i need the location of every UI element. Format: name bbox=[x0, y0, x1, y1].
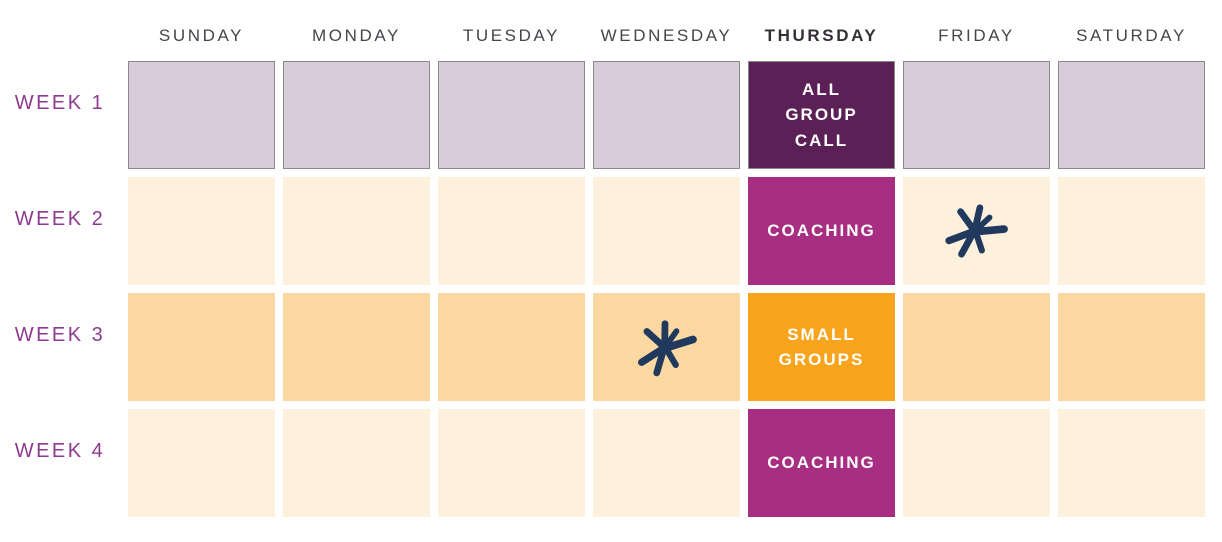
cell-week3-wednesday-marked bbox=[593, 293, 740, 401]
day-header-sunday: SUNDAY bbox=[158, 26, 245, 45]
cell-week1-saturday bbox=[1058, 61, 1205, 169]
week-label-3: WEEK 3 bbox=[14, 323, 106, 346]
day-header-wednesday: WEDNESDAY bbox=[600, 26, 733, 45]
cell-week2-thursday-coaching: COACHING bbox=[748, 177, 895, 285]
cell-week1-friday bbox=[903, 61, 1050, 169]
cell-week1-monday bbox=[283, 61, 430, 169]
cell-week3-tuesday bbox=[438, 293, 585, 401]
cell-week4-monday bbox=[283, 409, 430, 517]
day-header-friday: FRIDAY bbox=[938, 26, 1015, 45]
cell-week2-friday-marked bbox=[903, 177, 1050, 285]
asterisk-icon bbox=[944, 204, 1008, 258]
cell-week4-saturday bbox=[1058, 409, 1205, 517]
cell-week3-monday bbox=[283, 293, 430, 401]
cell-week4-thursday-coaching: COACHING bbox=[748, 409, 895, 517]
cell-week2-saturday bbox=[1058, 177, 1205, 285]
cell-week1-thursday-all-group-call: ALL GROUP CALL bbox=[748, 61, 895, 169]
week-label-1: WEEK 1 bbox=[14, 91, 106, 114]
cell-week2-monday bbox=[283, 177, 430, 285]
cell-week2-sunday bbox=[128, 177, 275, 285]
cell-week2-tuesday bbox=[438, 177, 585, 285]
asterisk-icon bbox=[637, 320, 697, 377]
cell-week3-friday bbox=[903, 293, 1050, 401]
event-label: SMALL GROUPS bbox=[778, 324, 865, 370]
cell-week4-tuesday bbox=[438, 409, 585, 517]
event-label: ALL GROUP CALL bbox=[785, 79, 858, 150]
cell-week1-wednesday bbox=[593, 61, 740, 169]
cell-week4-sunday bbox=[128, 409, 275, 517]
cell-week3-saturday bbox=[1058, 293, 1205, 401]
week-label-4: WEEK 4 bbox=[14, 439, 106, 462]
corner-spacer bbox=[0, 0, 120, 53]
schedule-calendar: SUNDAY MONDAY TUESDAY WEDNESDAY THURSDAY… bbox=[0, 0, 1205, 517]
cell-week1-sunday bbox=[128, 61, 275, 169]
day-header-tuesday: TUESDAY bbox=[462, 26, 561, 45]
cell-week2-wednesday bbox=[593, 177, 740, 285]
cell-week3-sunday bbox=[128, 293, 275, 401]
day-header-monday: MONDAY bbox=[312, 26, 401, 45]
week-label-2: WEEK 2 bbox=[14, 207, 106, 230]
day-header-thursday: THURSDAY bbox=[764, 26, 879, 45]
cell-week4-wednesday bbox=[593, 409, 740, 517]
day-header-saturday: SATURDAY bbox=[1076, 26, 1187, 45]
cell-week4-friday bbox=[903, 409, 1050, 517]
event-label: COACHING bbox=[767, 221, 876, 241]
cell-week1-tuesday bbox=[438, 61, 585, 169]
event-label: COACHING bbox=[767, 453, 876, 473]
cell-week3-thursday-small-groups: SMALL GROUPS bbox=[748, 293, 895, 401]
